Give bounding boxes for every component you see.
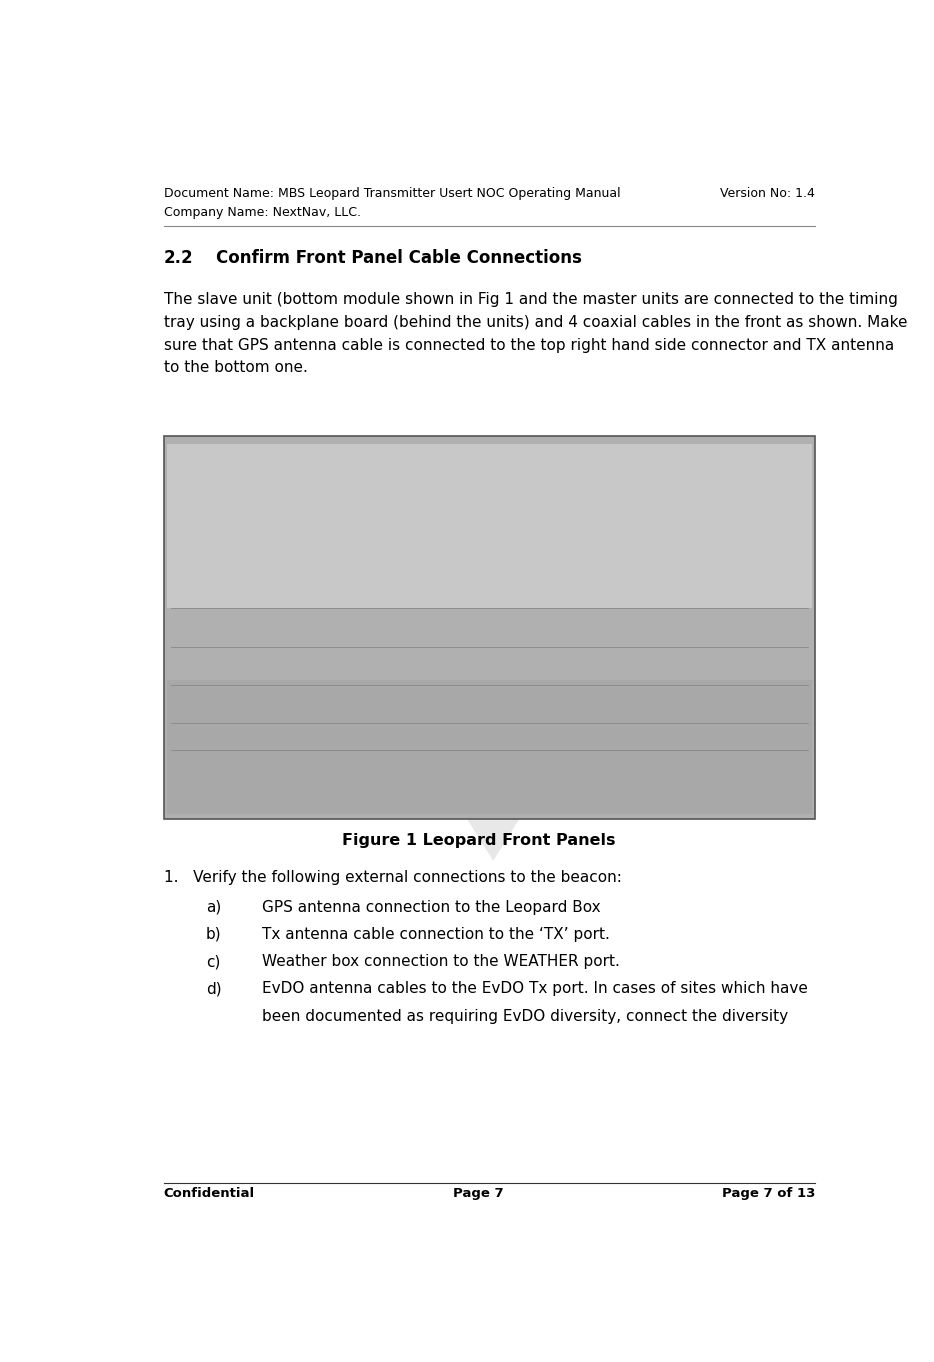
Bar bbox=[163, 436, 815, 819]
Text: Tx antenna cable connection to the ‘TX’ port.: Tx antenna cable connection to the ‘TX’ … bbox=[262, 928, 609, 943]
Text: Version No: 1.4: Version No: 1.4 bbox=[720, 187, 815, 199]
Text: Confidential: Confidential bbox=[163, 1186, 255, 1200]
Text: been documented as requiring EvDO diversity, connect the diversity: been documented as requiring EvDO divers… bbox=[262, 1009, 787, 1024]
Bar bbox=[167, 680, 812, 813]
Text: c): c) bbox=[205, 955, 220, 970]
Text: Page 7 of 13: Page 7 of 13 bbox=[722, 1186, 815, 1200]
Bar bbox=[167, 444, 812, 609]
Text: sure that GPS antenna cable is connected to the top right hand side connector an: sure that GPS antenna cable is connected… bbox=[163, 338, 894, 353]
Text: tray using a backplane board (behind the units) and 4 coaxial cables in the fron: tray using a backplane board (behind the… bbox=[163, 315, 907, 330]
Text: 1.   Verify the following external connections to the beacon:: 1. Verify the following external connect… bbox=[163, 870, 622, 885]
Text: The slave unit (bottom module shown in Fig 1 and the master units are connected : The slave unit (bottom module shown in F… bbox=[163, 293, 898, 308]
Text: Confirm Front Panel Cable Connections: Confirm Front Panel Cable Connections bbox=[216, 249, 582, 267]
Text: EvDO antenna cables to the EvDO Tx port. In cases of sites which have: EvDO antenna cables to the EvDO Tx port.… bbox=[262, 982, 807, 997]
Text: Page 7: Page 7 bbox=[453, 1186, 504, 1200]
Text: Weather box connection to the WEATHER port.: Weather box connection to the WEATHER po… bbox=[262, 955, 619, 970]
Text: Document Name: MBS Leopard Transmitter Usert NOC Operating Manual: Document Name: MBS Leopard Transmitter U… bbox=[163, 187, 620, 199]
Text: Company Name: NextNav, LLC.: Company Name: NextNav, LLC. bbox=[163, 207, 361, 219]
Text: GPS antenna connection to the Leopard Box: GPS antenna connection to the Leopard Bo… bbox=[262, 900, 601, 915]
Text: d): d) bbox=[205, 982, 221, 997]
Text: a): a) bbox=[205, 900, 221, 915]
Text: Figure 1 Leopard Front Panels: Figure 1 Leopard Front Panels bbox=[342, 832, 616, 847]
Text: to the bottom one.: to the bottom one. bbox=[163, 360, 307, 375]
Text: b): b) bbox=[205, 928, 221, 943]
Text: 2.2: 2.2 bbox=[163, 249, 193, 267]
